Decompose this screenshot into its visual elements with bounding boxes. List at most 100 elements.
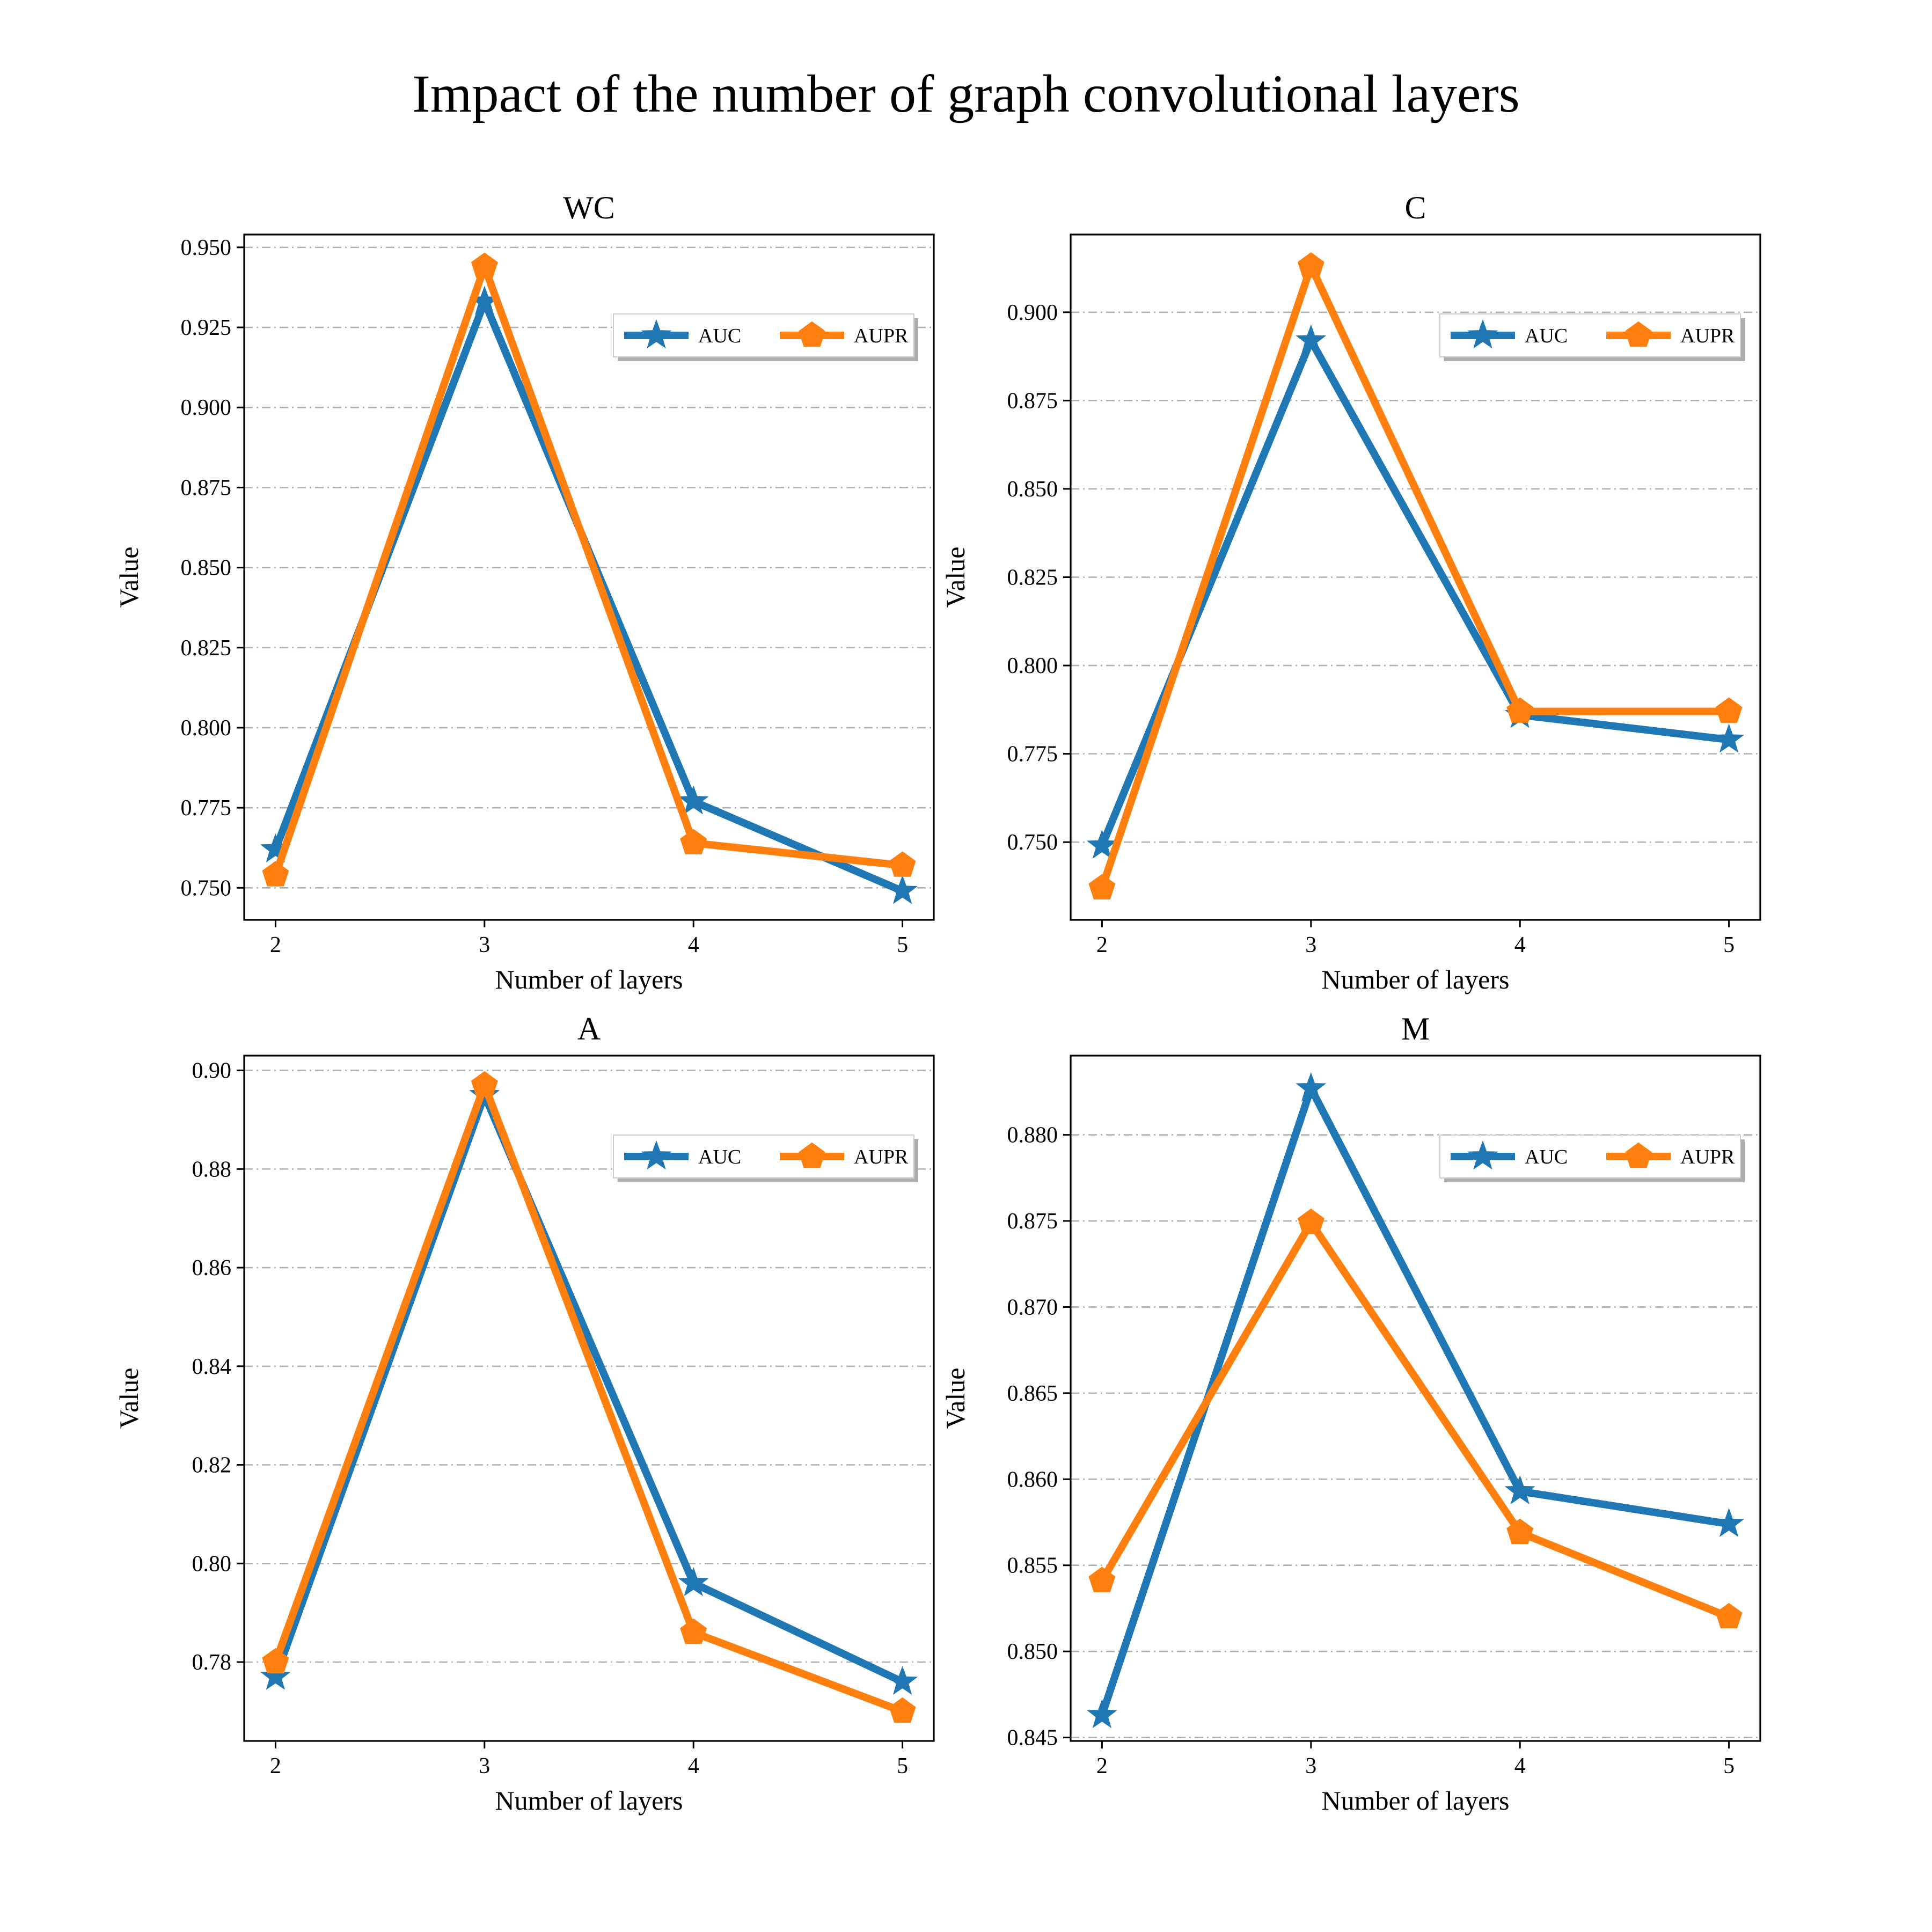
legend-marker-auc: [1467, 1140, 1498, 1170]
x-tick-label: 4: [688, 933, 699, 957]
legend-marker-aupr: [799, 1142, 825, 1168]
legend-marker-auc: [641, 319, 672, 349]
x-axis-label: Number of layers: [1322, 1785, 1510, 1816]
x-tick-label: 4: [1514, 933, 1526, 957]
figure-title: Impact of the number of graph convolutio…: [412, 64, 1519, 123]
x-tick-label: 2: [270, 1754, 281, 1779]
y-tick-label: 0.875: [1007, 389, 1058, 413]
y-tick-label: 0.860: [1007, 1467, 1058, 1492]
y-tick-label: 0.845: [1007, 1726, 1058, 1751]
y-tick-label: 0.84: [192, 1355, 232, 1379]
data-point-aupr: [1506, 1518, 1534, 1544]
subplot-3: 0.78 0.80 0.82 0.84 0.86 0.88 0.90 2 3 4 5 A Number …: [114, 1011, 935, 1816]
subplots-grid: 0.7500.7750.8000.8250.8500.8750.9000.925…: [114, 190, 1761, 1816]
data-point-aupr: [1297, 252, 1324, 278]
y-tick-label: 0.855: [1007, 1554, 1058, 1578]
legend-label-aupr: AUPR: [854, 325, 909, 347]
y-tick-label: 0.850: [1007, 477, 1058, 502]
series-line-aupr: [272, 262, 903, 876]
subplot-2: 0.750 0.775 0.800 0.825 0.850 0.875 0.900 2 3 4 5 C…: [940, 190, 1761, 994]
legend-box: [1439, 313, 1741, 357]
subplot-4: 0.845 0.850 0.855 0.860 0.865 0.870 0.875 0.880…: [940, 1011, 1761, 1816]
legend-label-aupr: AUPR: [1680, 325, 1735, 347]
data-point-auc: [887, 1665, 918, 1695]
data-point-auc: [1296, 324, 1327, 354]
y-tick-label: 0.875: [1007, 1209, 1058, 1234]
data-point-auc: [260, 1660, 291, 1690]
y-tick-label: 0.750: [181, 876, 232, 901]
x-tick-label: 3: [1305, 1754, 1316, 1779]
y-tick-label: 0.850: [181, 556, 232, 581]
data-point-auc: [678, 1567, 709, 1597]
data-point-aupr: [680, 1618, 707, 1644]
data-point-auc: [1714, 723, 1745, 753]
data-point-aupr: [1297, 1208, 1324, 1234]
data-point-auc: [1714, 1507, 1745, 1538]
y-tick-label: 0.90: [192, 1059, 232, 1084]
legend-label-aupr: AUPR: [854, 1146, 909, 1168]
y-tick-label: 0.800: [1007, 654, 1058, 678]
x-tick-label: 5: [1723, 933, 1735, 957]
x-tick-label: 5: [897, 933, 908, 957]
x-tick-label: 5: [897, 1754, 908, 1779]
series-line-aupr: [272, 1081, 904, 1715]
y-tick-label: 0.925: [181, 316, 232, 340]
data-point-auc: [1504, 1475, 1535, 1504]
y-axis-label: Value: [940, 1368, 970, 1429]
axes-frame: [1070, 1055, 1761, 1742]
x-axis-label: Number of layers: [1322, 964, 1510, 994]
y-tick-label: 0.800: [181, 716, 232, 741]
data-point-aupr: [1088, 874, 1116, 899]
y-tick-label: 0.880: [1007, 1123, 1058, 1148]
series-line-auc: [272, 1091, 904, 1686]
data-point-aupr: [262, 861, 289, 887]
legend-marker-aupr: [799, 321, 825, 347]
x-tick-label: 2: [1096, 933, 1108, 957]
y-tick-label: 0.870: [1007, 1295, 1058, 1320]
data-point-auc: [678, 785, 709, 815]
x-tick-label: 2: [270, 933, 281, 957]
data-point-auc: [1086, 829, 1117, 859]
data-point-auc: [887, 875, 918, 904]
series-line-aupr: [1099, 1219, 1731, 1621]
y-tick-label: 0.825: [181, 636, 232, 661]
legend: AUC AUPR: [1439, 313, 1745, 361]
y-tick-label: 0.80: [192, 1552, 232, 1576]
y-tick-label: 0.900: [1007, 301, 1058, 325]
legend-label-auc: AUC: [1525, 325, 1568, 347]
x-tick-label: 3: [479, 1754, 490, 1779]
subplot-title: A: [577, 1011, 601, 1046]
y-tick-label: 0.900: [181, 396, 232, 420]
legend-marker-auc: [1467, 319, 1498, 349]
axes-frame: [243, 233, 935, 921]
y-tick-label: 0.88: [192, 1157, 232, 1182]
data-point-aupr: [889, 1697, 916, 1723]
data-point-aupr: [471, 252, 498, 278]
y-tick-label: 0.86: [192, 1256, 232, 1280]
x-tick-label: 4: [688, 1754, 699, 1779]
data-point-aupr: [1506, 697, 1534, 723]
legend: AUC AUPR: [1439, 1135, 1745, 1182]
data-point-auc: [1086, 1699, 1117, 1729]
data-point-aupr: [680, 829, 707, 854]
y-tick-label: 0.775: [181, 796, 232, 821]
y-tick-label: 0.775: [1007, 742, 1058, 767]
x-tick-label: 3: [1305, 933, 1316, 957]
y-tick-label: 0.825: [1007, 566, 1058, 590]
x-axis-label: Number of layers: [495, 1785, 683, 1816]
subplot-title: WC: [563, 190, 615, 225]
y-tick-label: 0.950: [181, 236, 232, 260]
x-tick-label: 3: [479, 933, 490, 957]
subplot-1: 0.750 0.775 0.800 0.825 0.850 0.875 0.900 0.925…: [114, 190, 935, 994]
legend-label-auc: AUC: [1525, 1146, 1568, 1168]
x-tick-label: 2: [1096, 1754, 1108, 1779]
data-point-aupr: [889, 851, 916, 877]
series-line-auc: [1098, 336, 1730, 847]
legend: AUC AUPR: [613, 1135, 918, 1182]
y-tick-label: 0.82: [192, 1453, 232, 1478]
subplot-title: M: [1401, 1011, 1430, 1046]
legend-label-aupr: AUPR: [1680, 1146, 1735, 1168]
axes-frame: [243, 1055, 935, 1742]
subplot-title: C: [1404, 190, 1426, 225]
